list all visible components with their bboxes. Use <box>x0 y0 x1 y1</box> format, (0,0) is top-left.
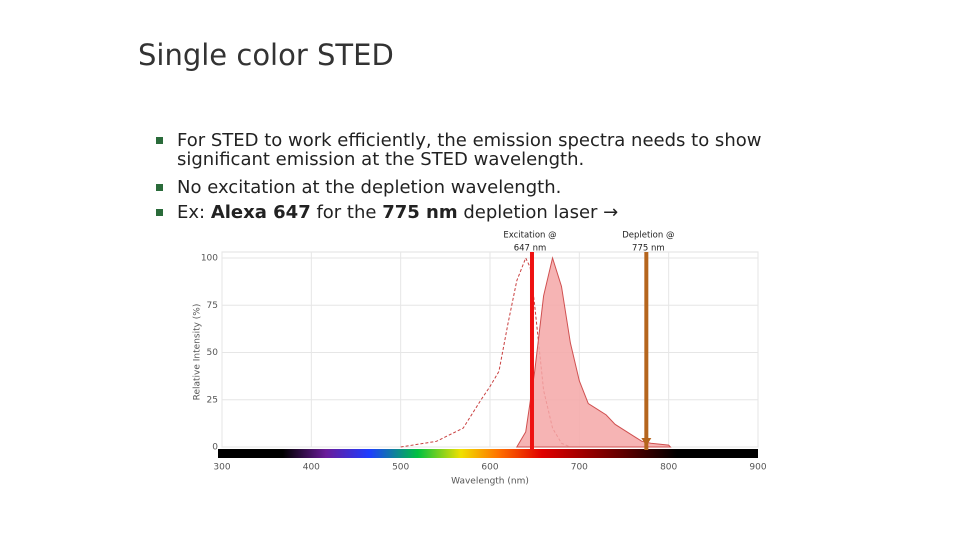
slide-title: Single color STED <box>138 38 394 72</box>
x-tick-label: 900 <box>749 463 766 473</box>
text-run: depletion laser <box>458 202 604 223</box>
bullet-text: For STED to work efficiently, the emissi… <box>177 130 761 151</box>
x-tick-label: 500 <box>392 463 409 473</box>
text-run: No excitation at the depletion wavelengt… <box>177 177 561 198</box>
y-tick-label: 75 <box>207 301 218 311</box>
bullet-text: significant emission at the STED wavelen… <box>177 149 584 170</box>
bullet-text: No excitation at the depletion wavelengt… <box>177 177 561 198</box>
laser-label: 775 nm <box>632 244 665 254</box>
text-run: → <box>603 202 618 223</box>
y-tick-label: 0 <box>212 443 218 453</box>
excitation-line <box>400 256 571 448</box>
text-run: For STED to work efficiently, the emissi… <box>177 130 761 151</box>
bullet-marker <box>156 209 163 216</box>
y-axis-label: Relative Intensity (%) <box>193 304 203 401</box>
x-tick-label: 700 <box>571 463 588 473</box>
spectrum-bar <box>218 449 758 458</box>
x-tick-label: 300 <box>213 463 230 473</box>
laser-label: 647 nm <box>514 244 547 254</box>
bullet-marker <box>156 184 163 191</box>
y-tick-label: 100 <box>201 254 218 264</box>
emission-area <box>515 256 672 448</box>
text-run: 775 nm <box>382 202 457 223</box>
laser-label: Depletion @ <box>622 231 674 241</box>
text-run: significant emission at the STED wavelen… <box>177 149 584 170</box>
laser-arrowhead <box>641 438 652 446</box>
text-run: Ex: <box>177 202 211 223</box>
x-tick-label: 800 <box>660 463 677 473</box>
x-tick-label: 400 <box>303 463 320 473</box>
bullet-text: Ex: Alexa 647 for the 775 nm depletion l… <box>177 202 618 223</box>
laser-label: Excitation @ <box>503 231 556 241</box>
text-run: Alexa 647 <box>211 202 311 223</box>
y-tick-label: 25 <box>207 395 218 405</box>
text-run: for the <box>311 202 382 223</box>
bullet-marker <box>156 137 163 144</box>
x-tick-label: 600 <box>481 463 498 473</box>
y-tick-label: 50 <box>207 348 219 358</box>
x-axis-label: Wavelength (nm) <box>451 477 529 487</box>
